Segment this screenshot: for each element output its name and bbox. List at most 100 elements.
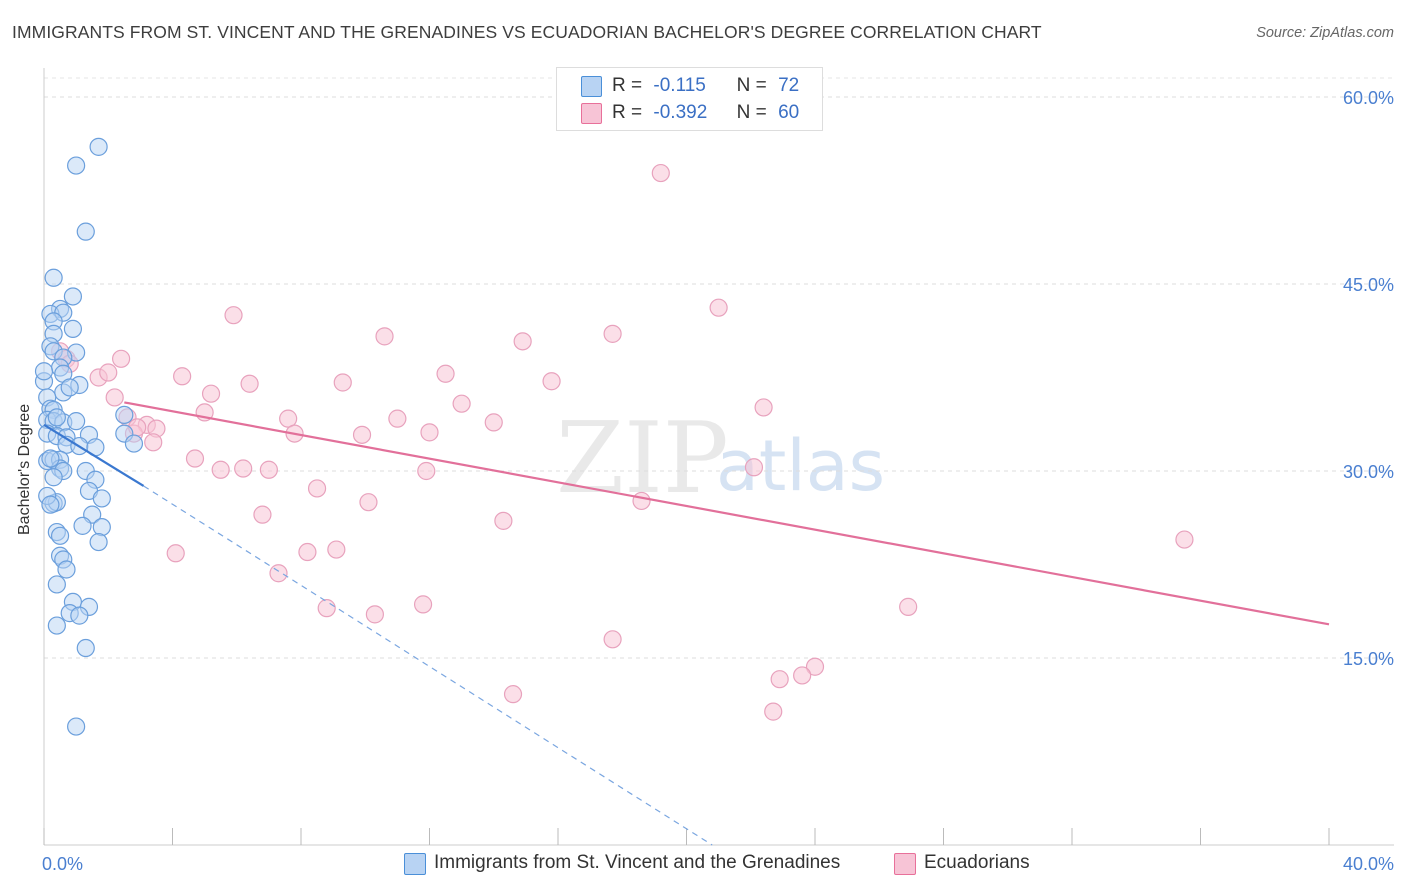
ecuadorians-point [770,670,789,689]
ecuadorians-point [494,511,513,530]
legend-text: R = -0.115 N = 72 [612,75,799,97]
svg-point [67,156,86,175]
svg-point [44,468,63,487]
svg-point [73,516,92,535]
svg-trend-extension [143,485,713,846]
ecuadorians-point [234,459,253,478]
ecuadorians-point [298,542,317,562]
y-tick-label: 30.0% [1343,462,1394,482]
x-tick-label: 40.0% [1343,854,1394,874]
watermark: ZIP atlas [556,402,885,516]
y-axis-label: Bachelor's Degree [16,403,33,535]
svg-point [50,526,70,545]
svg-point [44,268,63,287]
y-tick-label: 15.0% [1343,649,1394,669]
series-label: Ecuadorians [924,852,1030,873]
ecuadorians-point [259,460,278,479]
svg-point [60,378,79,397]
legend-text: R = -0.392 N = 60 [612,102,799,124]
ecuadorians-point [709,298,728,317]
x-tick-label: 0.0% [42,854,83,874]
legend-swatch-blue [581,76,602,97]
svg-point [67,717,86,736]
ecuadorians-point [436,364,455,383]
ecuadorians-point [327,540,346,559]
svg-point [47,575,66,594]
ecuadorians-point [603,324,622,343]
svg-point [76,638,95,658]
ecuadorians-point [744,458,764,477]
ecuadorians-point [413,595,433,614]
ecuadorians-point [503,685,523,704]
ecuadorians-point [224,306,243,325]
correlation-legend: R = -0.115 N = 72 R = -0.392 N = 60 [556,67,823,131]
ecuadorians-point [651,163,670,183]
svg-point [47,616,66,635]
svg-point [76,222,95,241]
ecuadorians-point [632,491,651,511]
ecuadorians-point [603,630,622,649]
ecuadorians-point [452,394,471,413]
svg-point [92,489,111,508]
svg-point [124,434,144,453]
ecuadorians-point [317,599,336,618]
svg-trend-line [43,423,145,487]
ecuadorians-point [359,493,378,512]
ecuadorians-point [211,460,230,479]
ecuadorians-point [279,409,298,428]
ecuadorians-point [793,666,812,685]
ecuadorians-point [99,363,118,382]
tick-labels: 15.0% 30.0% 45.0% 60.0% 0.0% 40.0% [42,88,1394,874]
ecuadorians-point [365,605,384,624]
ecuadorians-point [352,425,372,444]
ecuadorians-point [333,373,352,392]
ecuadorians-point [173,367,192,386]
watermark-atlas: atlas [716,425,885,507]
grid [44,77,1394,659]
trend-lines [43,401,1330,846]
ecuadorians-point [111,349,131,368]
source-label: Source: ZipAtlas.com [1256,25,1394,41]
y-tick-label: 60.0% [1343,88,1394,108]
legend-n-label: N = [736,75,767,96]
svg-point [67,412,86,431]
svg-point [89,137,108,156]
ecuadorians-point [805,657,825,676]
ecuadorians-point [1175,530,1194,549]
ecuadorians-point [253,505,272,524]
svg-point [70,606,89,625]
y-tick-label: 45.0% [1343,275,1394,295]
svg-point [41,449,60,468]
series-swatch-blue [404,853,426,875]
svg-point [41,495,60,514]
svg-point [57,560,76,579]
ecuadorians-point [185,449,205,468]
ecuadorians-point [240,374,259,393]
legend-n-value: 60 [778,102,800,123]
series-swatch-pink [894,853,916,875]
ecuadorians-trend-line [124,401,1330,626]
ecuadorians-point [513,332,532,351]
ecuadorians-point [307,479,327,498]
svg-point [115,405,134,424]
ecuadorians-point [420,423,439,442]
legend-swatch-pink [581,103,602,124]
ecuadorians-point [166,544,185,563]
svg-point [63,287,83,306]
legend-n-value: 72 [778,75,800,96]
legend-n-label: N = [736,102,767,123]
legend-r-label: R = [612,102,643,123]
ecuadorians-point [144,433,163,452]
ecuadorians-point [269,564,288,583]
ecuadorians-points [50,163,1194,721]
legend-r-value: -0.392 [653,102,708,123]
svg-point [47,408,66,427]
legend-r-label: R = [612,75,643,96]
svg-point [89,532,108,552]
ecuadorians-point [899,597,918,616]
ecuadorians-point [201,384,221,403]
svg-point [63,319,83,338]
ecuadorians-point [375,327,394,346]
ecuadorians-point [754,398,773,417]
